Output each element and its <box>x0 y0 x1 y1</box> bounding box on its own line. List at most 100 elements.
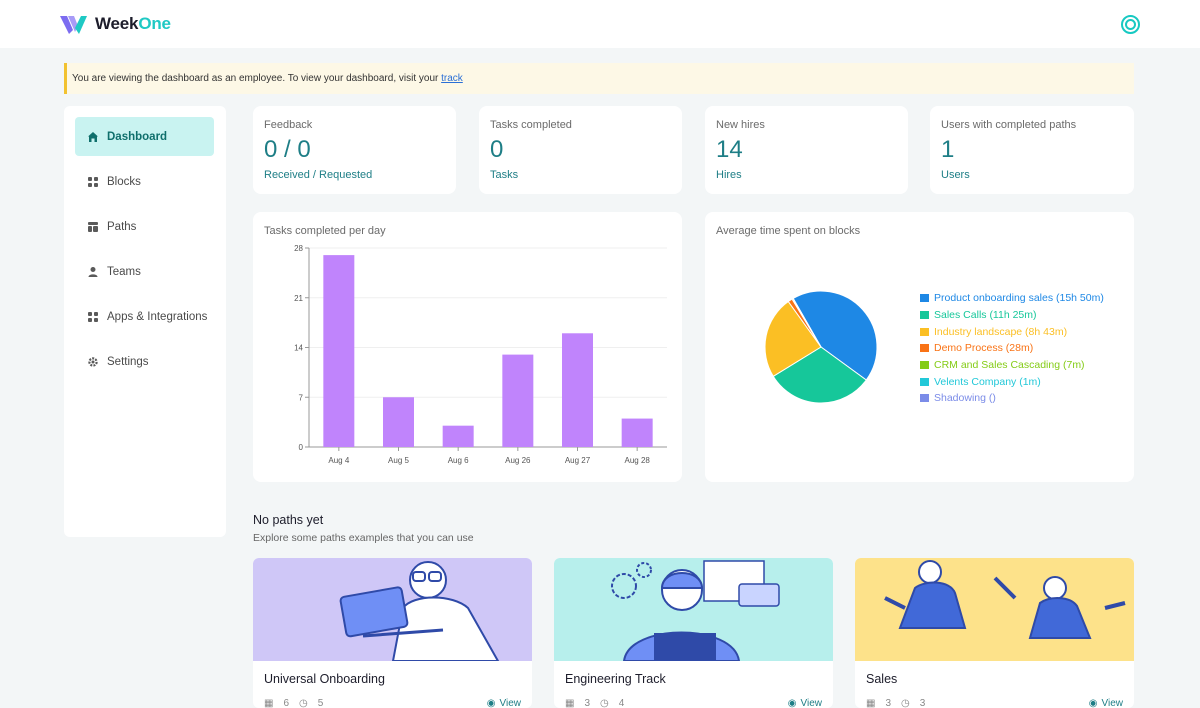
legend-swatch <box>920 394 929 403</box>
bar[interactable] <box>442 425 474 447</box>
clock-icon: ◷ <box>299 698 308 708</box>
sidebar-item-dashboard[interactable]: Dashboard <box>75 117 214 156</box>
legend-item[interactable]: Velents Company (1m) <box>920 373 1104 390</box>
x-tick-label: Aug 5 <box>388 456 409 465</box>
banner-text: You are viewing the dashboard as an empl… <box>72 73 442 84</box>
sidebar-item-paths[interactable]: Paths <box>75 207 214 246</box>
path-title: Sales <box>866 672 898 686</box>
stat-label: Feedback <box>264 119 313 131</box>
legend-label: Shadowing () <box>934 392 996 405</box>
gear-icon <box>88 356 98 367</box>
bar[interactable] <box>562 333 593 447</box>
path-meta: ▦ 6 ◷ 5 <box>264 698 323 708</box>
time-on-blocks-card: Average time spent on blocks Product onb… <box>705 212 1134 482</box>
view-button[interactable]: ◉ View <box>1089 698 1123 708</box>
path-card-universal-onboarding[interactable]: Universal Onboarding ▦ 6 ◷ 5 ◉ View <box>253 558 532 708</box>
user-profile-icon[interactable] <box>1121 15 1140 34</box>
legend-swatch <box>920 311 929 320</box>
brand-name: WeekOne <box>95 14 171 33</box>
pie-legend: Product onboarding sales (15h 50m) Sales … <box>920 290 1104 407</box>
brand-logo[interactable]: WeekOne <box>60 14 171 34</box>
legend-swatch <box>920 294 929 303</box>
legend-label: Product onboarding sales (15h 50m) <box>934 292 1104 305</box>
time-on-blocks-pie-chart <box>764 290 878 404</box>
bar[interactable] <box>383 397 414 447</box>
bar[interactable] <box>502 354 534 447</box>
path-meta: ▦ 3 ◷ 3 <box>866 698 925 708</box>
paths-section-title: No paths yet <box>253 513 324 527</box>
paths-icon <box>88 221 98 232</box>
legend-item[interactable]: Industry landscape (8h 43m) <box>920 323 1104 340</box>
stat-card-users-completed-paths: Users with completed paths 1 Users <box>930 106 1134 194</box>
sidebar-item-label: Teams <box>107 265 141 278</box>
chart-title: Average time spent on blocks <box>716 225 861 237</box>
bar[interactable] <box>323 255 355 447</box>
legend-label: CRM and Sales Cascading (7m) <box>934 359 1085 372</box>
blocks-icon <box>88 176 98 187</box>
employee-view-banner: You are viewing the dashboard as an empl… <box>64 63 1134 94</box>
stat-label: Tasks completed <box>490 119 572 131</box>
sidebar-item-teams[interactable]: Teams <box>75 252 214 291</box>
paths-section-subtitle: Explore some paths examples that you can… <box>253 532 474 544</box>
clock-icon: ◷ <box>600 698 609 708</box>
view-button[interactable]: ◉ View <box>788 698 822 708</box>
legend-item[interactable]: Demo Process (28m) <box>920 340 1104 357</box>
sidebar-item-apps-integrations[interactable]: Apps & Integrations <box>75 297 214 336</box>
stat-sub: Users <box>941 169 970 181</box>
path-card-sales[interactable]: Sales ▦ 3 ◷ 3 ◉ View <box>855 558 1134 708</box>
sales-illustration <box>855 558 1134 661</box>
stat-value: 0 <box>490 136 504 163</box>
eye-icon: ◉ <box>1088 698 1098 708</box>
legend-item[interactable]: Product onboarding sales (15h 50m) <box>920 290 1104 307</box>
sidebar-item-settings[interactable]: Settings <box>75 342 214 381</box>
pie-slice[interactable] <box>764 300 822 377</box>
stat-value: 1 <box>941 136 955 163</box>
members-icon: ▦ <box>565 698 575 708</box>
eye-icon: ◉ <box>486 698 496 708</box>
path-meta: ▦ 3 ◷ 4 <box>565 698 624 708</box>
members-count: 6 <box>283 698 290 708</box>
tasks-per-day-card: Tasks completed per day 0 7 14 21 28 Aug 4 Aug… <box>253 212 682 482</box>
y-tick-label: 0 <box>299 443 304 452</box>
path-title: Engineering Track <box>565 672 666 686</box>
path-title: Universal Onboarding <box>264 672 385 686</box>
y-tick-label: 7 <box>299 393 304 402</box>
stat-sub: Hires <box>716 169 742 181</box>
weekone-logo-icon <box>60 16 87 34</box>
x-tick-label: Aug 26 <box>505 456 531 465</box>
top-bar: WeekOne <box>0 0 1200 48</box>
legend-swatch <box>920 361 929 370</box>
duration-count: 3 <box>919 698 926 708</box>
tasks-per-day-chart: 0 7 14 21 28 Aug 4 Aug 5 Aug 6 Aug 26 Aug 27 Aug 2… <box>294 244 667 465</box>
apps-icon <box>88 311 98 322</box>
stat-label: New hires <box>716 119 765 131</box>
view-label: View <box>1101 698 1124 708</box>
legend-label: Sales Calls (11h 25m) <box>934 309 1037 322</box>
sidebar-item-label: Apps & Integrations <box>107 310 208 323</box>
stat-card-feedback: Feedback 0 / 0 Received / Requested <box>253 106 456 194</box>
legend-item[interactable]: Sales Calls (11h 25m) <box>920 307 1104 324</box>
x-tick-label: Aug 6 <box>448 456 469 465</box>
stat-value: 14 <box>716 136 743 163</box>
view-button[interactable]: ◉ View <box>487 698 521 708</box>
sidebar-item-blocks[interactable]: Blocks <box>75 162 214 201</box>
x-tick-label: Aug 27 <box>565 456 591 465</box>
pie-slice[interactable] <box>792 290 878 381</box>
chart-title: Tasks completed per day <box>264 225 386 237</box>
stat-sub: Received / Requested <box>264 169 373 181</box>
stat-card-tasks-completed: Tasks completed 0 Tasks <box>479 106 682 194</box>
pie-slice[interactable] <box>772 346 867 404</box>
legend-item[interactable]: CRM and Sales Cascading (7m) <box>920 357 1104 374</box>
track-link[interactable]: track <box>441 73 463 84</box>
stat-card-new-hires: New hires 14 Hires <box>705 106 908 194</box>
stat-value: 0 / 0 <box>264 136 311 163</box>
eye-icon: ◉ <box>787 698 797 708</box>
pie-slice[interactable] <box>792 297 822 348</box>
y-tick-label: 28 <box>294 244 303 253</box>
path-card-engineering-track[interactable]: Engineering Track ▦ 3 ◷ 4 ◉ View <box>554 558 833 708</box>
legend-item[interactable]: Shadowing () <box>920 390 1104 407</box>
onboarding-illustration <box>253 558 532 661</box>
bar[interactable] <box>621 418 653 447</box>
members-count: 3 <box>584 698 591 708</box>
sidebar: Dashboard Blocks Paths Teams Apps & Inte… <box>64 106 226 537</box>
